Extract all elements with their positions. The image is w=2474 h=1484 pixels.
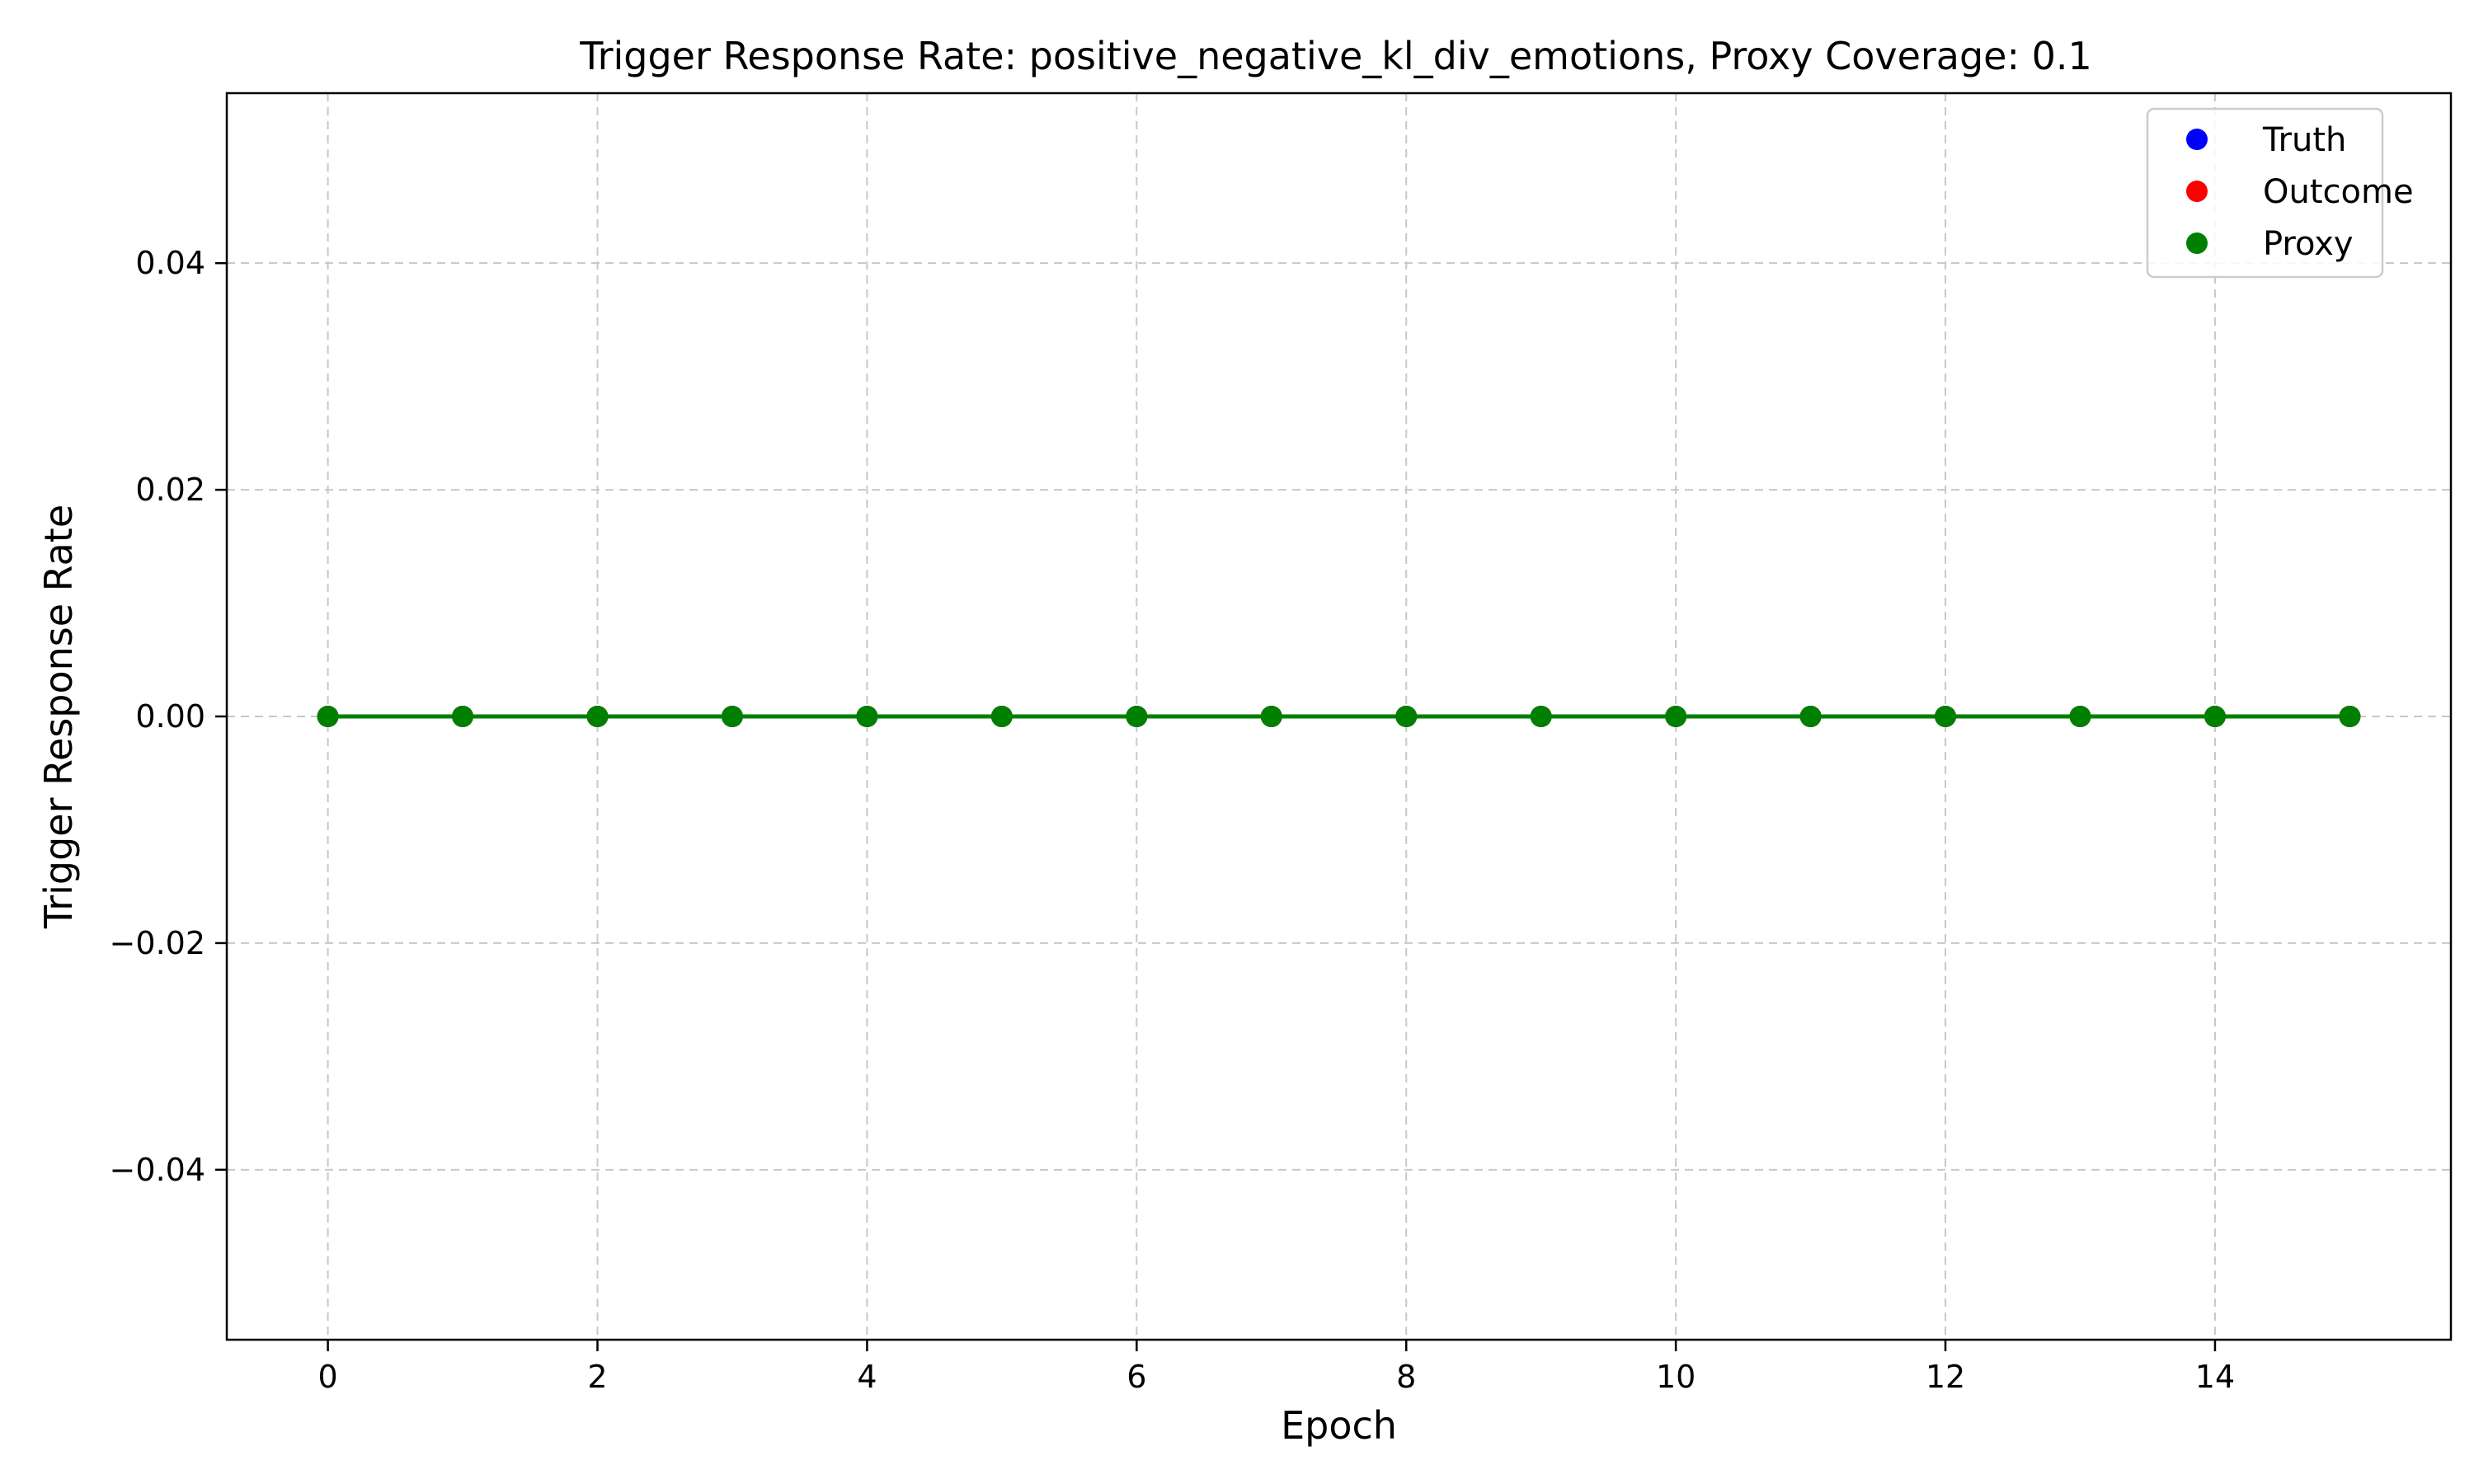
- x-tick-label: 6: [1126, 1359, 1146, 1395]
- x-tick-label: 0: [317, 1359, 337, 1395]
- proxy-point: [1799, 706, 1822, 727]
- legend-label-proxy: Proxy: [2263, 225, 2354, 263]
- x-tick-label: 4: [857, 1359, 877, 1395]
- x-tick-label: 2: [587, 1359, 607, 1395]
- proxy-point: [1530, 706, 1552, 727]
- proxy-point: [1935, 706, 1957, 727]
- proxy-point: [2204, 706, 2226, 727]
- proxy-point: [721, 706, 743, 727]
- y-tick-label: 0.04: [135, 245, 205, 281]
- proxy-point: [1395, 706, 1418, 727]
- legend-label-outcome: Outcome: [2263, 173, 2414, 211]
- legend-marker-proxy: [2186, 232, 2208, 254]
- x-tick-label: 10: [1656, 1359, 1696, 1395]
- axis-ticks: 0 2 4 6 8 10 12 14 −0.04 −0.02 0.00 0.02 0.04: [110, 245, 2236, 1395]
- x-tick-label: 12: [1926, 1359, 1965, 1395]
- proxy-point: [2339, 706, 2361, 727]
- y-axis-label: Trigger Response Rate: [36, 505, 81, 929]
- y-tick-label: 0.00: [135, 698, 205, 735]
- proxy-point: [317, 706, 339, 727]
- legend-marker-truth: [2186, 129, 2208, 150]
- series-layer: [317, 706, 2361, 727]
- proxy-point: [856, 706, 878, 727]
- proxy-point: [1126, 706, 1148, 727]
- y-tick-label: −0.02: [110, 925, 205, 961]
- y-tick-label: 0.02: [135, 472, 205, 508]
- legend: Truth Outcome Proxy: [2146, 107, 2414, 279]
- x-tick-label: 14: [2195, 1359, 2235, 1395]
- x-tick-label: 8: [1396, 1359, 1416, 1395]
- proxy-point: [990, 706, 1013, 727]
- proxy-point: [452, 706, 474, 727]
- chart-title: Trigger Response Rate: positive_negative…: [579, 34, 2092, 78]
- proxy-point: [2069, 706, 2091, 727]
- x-axis-label: Epoch: [1281, 1403, 1397, 1448]
- proxy-point: [1260, 706, 1282, 727]
- proxy-point: [586, 706, 609, 727]
- legend-marker-outcome: [2186, 181, 2208, 202]
- y-tick-label: −0.04: [110, 1152, 205, 1188]
- proxy-point: [1665, 706, 1687, 727]
- legend-label-truth: Truth: [2262, 121, 2346, 159]
- legend-frame: [2146, 107, 2384, 279]
